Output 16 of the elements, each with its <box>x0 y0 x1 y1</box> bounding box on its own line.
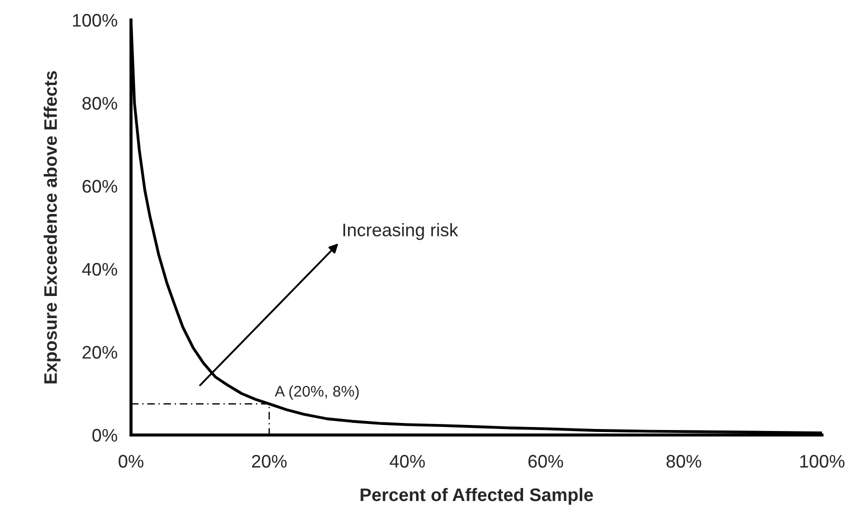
x-tick-label: 100% <box>800 454 844 468</box>
y-tick-label: 40% <box>82 262 118 276</box>
x-axis-title: Percent of Affected Sample <box>360 488 593 505</box>
y-axis-title: Exposure Exceedence above Effects <box>44 71 61 384</box>
y-tick-label: 100% <box>73 14 118 27</box>
x-tick-label: 0% <box>118 454 144 468</box>
x-tick-label: 80% <box>666 454 702 468</box>
y-tick-label: 0% <box>92 428 118 442</box>
annotation: Increasing risk <box>343 223 458 240</box>
y-tick-label: 20% <box>82 346 118 359</box>
x-tick-label: 20% <box>252 454 287 468</box>
annotation: A (20%, 8%) <box>274 385 359 400</box>
x-tick-label: 60% <box>528 454 564 468</box>
y-tick-label: 80% <box>82 96 118 110</box>
x-tick-label: 40% <box>390 454 425 468</box>
y-tick-label: 60% <box>82 180 118 193</box>
